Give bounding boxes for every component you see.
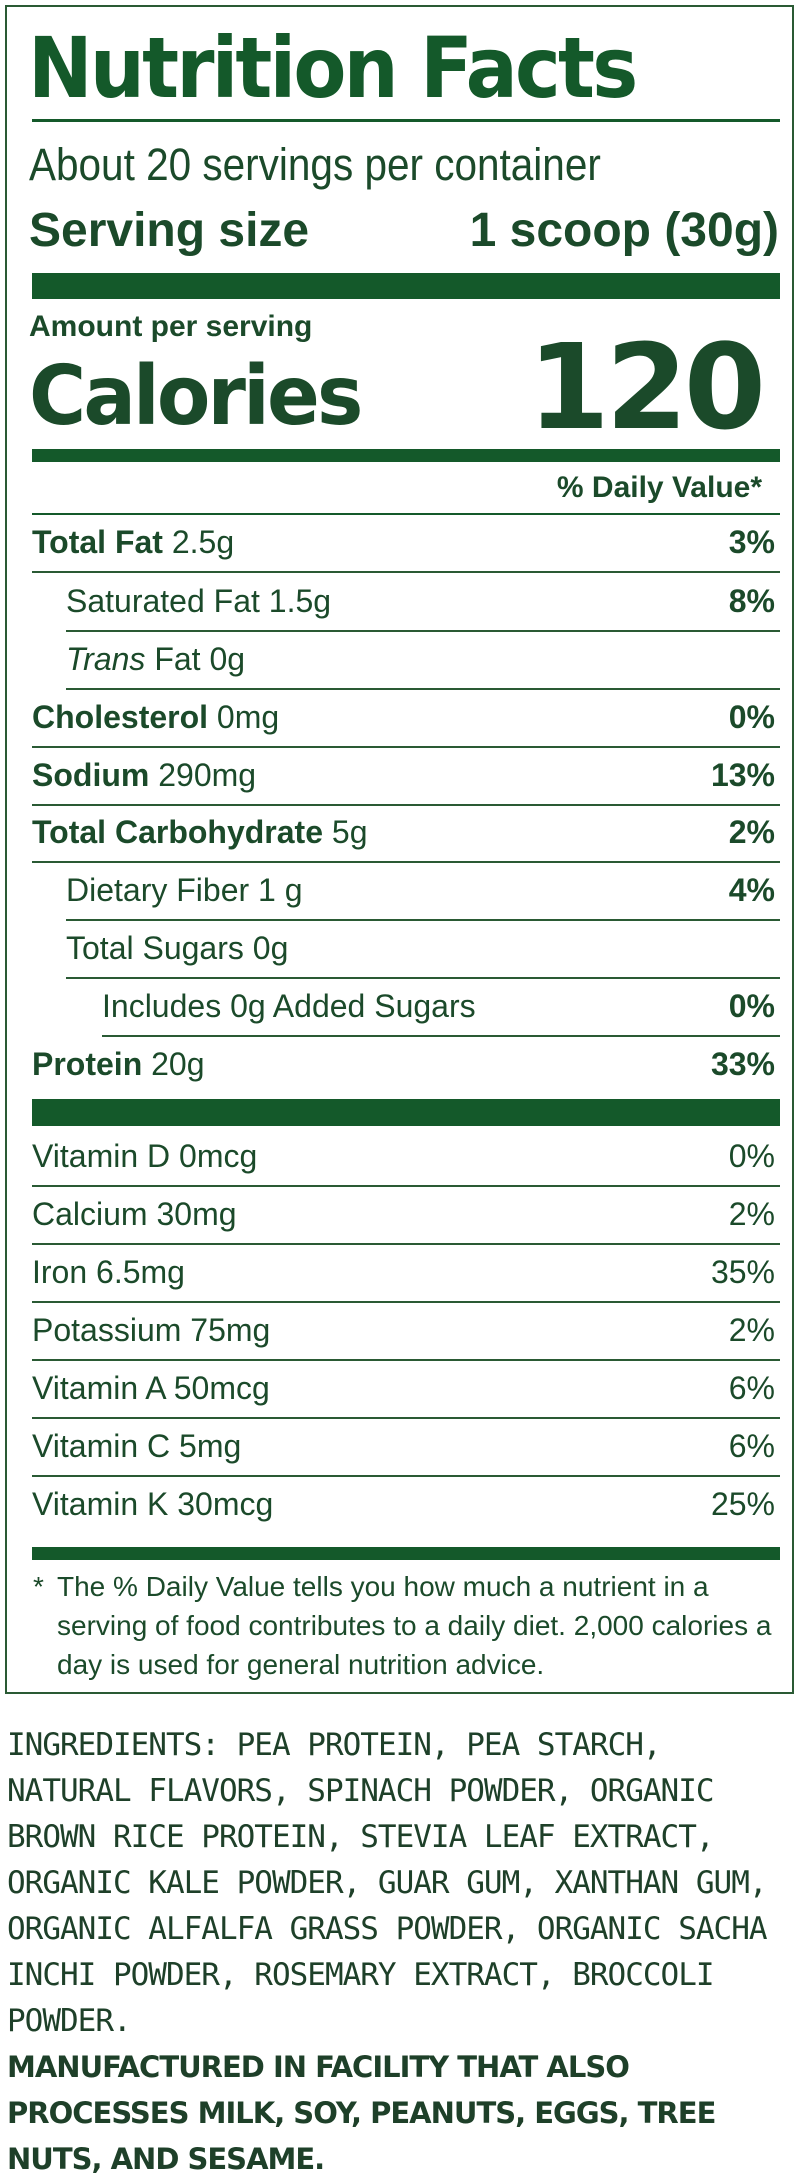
nutrient-name: Dietary Fiber 1 g (66, 872, 303, 908)
row-divider (32, 861, 780, 863)
row-divider (32, 1243, 780, 1245)
nutrient-row: Total Carbohydrate 5g 2% (32, 805, 780, 863)
vitamin-daily-value: 6% (728, 1428, 775, 1464)
nutrient-name: Trans Fat 0g (66, 641, 246, 677)
vitamin-daily-value: 0% (728, 1138, 775, 1174)
nutrient-name: Total Fat 2.5g (32, 524, 235, 560)
nutrient-daily-value: 8% (728, 583, 775, 619)
nutrient-daily-value: 0% (728, 699, 775, 735)
nutrient-row: Saturated Fat 1.5g 8% (32, 574, 780, 632)
daily-value-header: % Daily Value* (556, 471, 762, 504)
serving-size-label: Serving size (29, 204, 310, 257)
vitamin-name: Vitamin K 30mcg (32, 1486, 274, 1522)
nutrient-daily-value: 2% (728, 814, 775, 850)
nutrient-name: Cholesterol 0mg (32, 699, 280, 735)
nutrient-row: Cholesterol 0mg 0% (32, 690, 780, 748)
thick-rule-top (32, 273, 780, 299)
nutrient-bold-label: Sodium (32, 757, 150, 793)
row-divider (32, 804, 780, 806)
vitamin-row: Vitamin K 30mcg 25% (32, 1477, 780, 1535)
vitamin-name: Vitamin A 50mcg (32, 1370, 270, 1406)
nutrient-italic-label: Trans (66, 641, 146, 677)
calories-label: Calories (29, 349, 363, 444)
amount-per-serving: Amount per serving (29, 310, 313, 343)
vitamin-name: Vitamin D 0mcg (32, 1138, 258, 1174)
vitamin-daily-value: 2% (728, 1196, 775, 1232)
nutrient-daily-value: 0% (728, 988, 775, 1024)
dv-header-rule (32, 513, 780, 515)
nutrient-daily-value: 33% (710, 1046, 775, 1082)
nutrient-name: Saturated Fat 1.5g (66, 583, 332, 619)
nutrient-daily-value: 4% (728, 872, 775, 908)
nutrient-row: Sodium 290mg 13% (32, 748, 780, 806)
footnote-asterisk: * (33, 1571, 44, 1602)
label-title: Nutrition Facts (28, 19, 638, 117)
allergen-statement: MANUFACTURED IN FACILITY THAT ALSO PROCE… (7, 2050, 716, 2176)
nutrient-row: Includes 0g Added Sugars 0% (32, 979, 780, 1037)
thick-rule-bottom (32, 1547, 780, 1560)
vitamin-row: Vitamin D 0mcg 0% (32, 1129, 780, 1187)
row-divider (66, 630, 780, 632)
nutrient-row: Trans Fat 0g (32, 632, 780, 690)
vitamin-row: Iron 6.5mg 35% (32, 1245, 780, 1303)
nutrient-name: Includes 0g Added Sugars (102, 988, 476, 1024)
vitamin-name: Calcium 30mg (32, 1196, 237, 1232)
vitamin-row: Calcium 30mg 2% (32, 1187, 780, 1245)
nutrient-name: Total Sugars 0g (66, 930, 289, 966)
nutrient-name: Total Carbohydrate 5g (32, 814, 368, 850)
row-divider (66, 688, 780, 690)
row-divider (102, 1035, 780, 1037)
servings-per-container: About 20 servings per container (29, 139, 601, 190)
row-divider (66, 919, 780, 921)
footnote: * The % Daily Value tells you how much a… (33, 1567, 773, 1684)
nutrient-row: Total Sugars 0g (32, 921, 780, 979)
vitamin-row: Vitamin C 5mg 6% (32, 1419, 780, 1477)
calories-rule (32, 449, 780, 462)
vitamin-daily-value: 2% (728, 1312, 775, 1348)
nutrient-daily-value: 13% (710, 757, 775, 793)
vitamin-row: Potassium 75mg 2% (32, 1303, 780, 1361)
nutrient-bold-label: Total Carbohydrate (32, 814, 323, 850)
vitamin-daily-value: 6% (728, 1370, 775, 1406)
nutrient-row: Protein 20g 33% (32, 1037, 780, 1095)
title-rule (32, 119, 780, 122)
ingredients-block: INGREDIENTS: PEA PROTEIN, PEA STARCH, NA… (7, 1722, 797, 2182)
row-divider (32, 746, 780, 748)
calories-value: 120 (527, 318, 766, 456)
nutrient-row: Dietary Fiber 1 g 4% (32, 863, 780, 921)
row-divider (66, 977, 780, 979)
nutrient-bold-label: Cholesterol (32, 699, 209, 735)
row-divider (32, 1301, 780, 1303)
nutrient-daily-value: 3% (728, 524, 775, 560)
vitamin-name: Iron 6.5mg (32, 1254, 185, 1290)
row-divider (32, 571, 780, 573)
vitamin-daily-value: 25% (710, 1486, 775, 1522)
row-divider (32, 1475, 780, 1477)
ingredients-text: PEA PROTEIN, PEA STARCH, NATURAL FLAVORS… (7, 1727, 768, 2039)
nutrition-facts-panel: Nutrition Facts About 20 servings per co… (5, 5, 794, 1694)
nutrient-bold-label: Total Fat (32, 524, 163, 560)
row-divider (32, 1417, 780, 1419)
row-divider (32, 1185, 780, 1187)
vitamin-daily-value: 35% (710, 1254, 775, 1290)
thick-rule-middle (32, 1099, 780, 1126)
footnote-text: The % Daily Value tells you how much a n… (57, 1571, 772, 1680)
vitamin-row: Vitamin A 50mcg 6% (32, 1361, 780, 1419)
nutrient-name: Sodium 290mg (32, 757, 257, 793)
nutrient-name: Protein 20g (32, 1046, 205, 1082)
nutrient-row: Total Fat 2.5g 3% (32, 515, 780, 573)
serving-size-value: 1 scoop (30g) (469, 204, 779, 257)
vitamin-name: Potassium 75mg (32, 1312, 271, 1348)
row-divider (32, 1359, 780, 1361)
nutrient-bold-label: Protein (32, 1046, 143, 1082)
ingredients-label: INGREDIENTS: (7, 1727, 220, 1763)
vitamin-name: Vitamin C 5mg (32, 1428, 242, 1464)
